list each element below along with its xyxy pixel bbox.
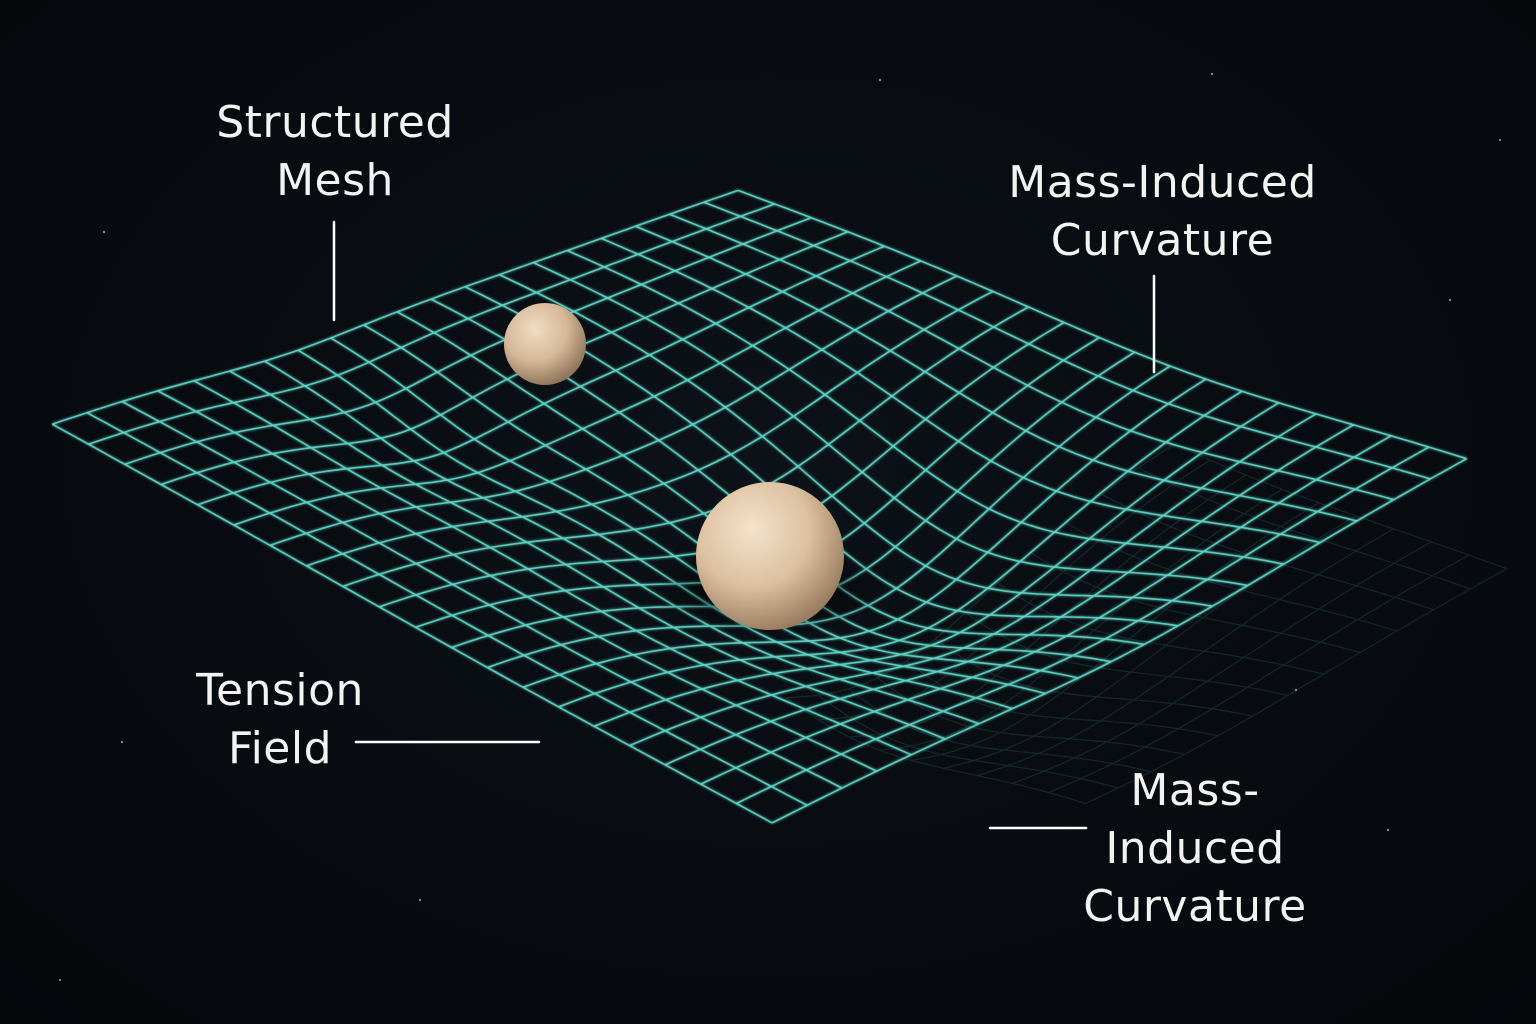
grid-line-v xyxy=(522,378,1207,689)
reflection-line xyxy=(997,582,1324,675)
mass-curvature-bottom-label-line2: Induced xyxy=(1105,823,1285,874)
reflection-line xyxy=(934,638,1253,717)
star xyxy=(1448,298,1452,302)
mass-curvature-top-label-line2: Curvature xyxy=(1050,215,1275,266)
grid-line-v xyxy=(160,231,849,486)
grid-line-v xyxy=(593,402,1280,728)
grid-line-v xyxy=(88,203,775,445)
reflection-line xyxy=(1085,568,1507,805)
reflection-line xyxy=(1048,554,1470,794)
leader-lines xyxy=(332,220,1156,830)
reflection-line xyxy=(977,528,1394,777)
reflection-line xyxy=(1174,443,1507,570)
grid-line-v xyxy=(52,189,739,425)
star xyxy=(58,978,62,982)
grid-line-v xyxy=(269,275,958,547)
reflection-line xyxy=(1101,493,1434,611)
tension-field-label-line2: Field xyxy=(227,723,333,774)
grid-line-v xyxy=(664,424,1354,766)
star xyxy=(1294,688,1298,692)
reflection-line xyxy=(1030,552,1361,654)
mass-curvature-bottom-label-line3: Curvature xyxy=(1083,881,1307,932)
grid-line-v xyxy=(197,245,885,506)
reflection-line xyxy=(911,502,1320,761)
tension-field-label: Tension Field xyxy=(160,662,400,778)
tension-field-label-line1: Tension xyxy=(196,665,364,716)
mass-curvature-top-label: Mass-Induced Curvature xyxy=(985,154,1340,270)
star xyxy=(102,230,106,234)
reflection-line xyxy=(879,488,1283,751)
reflection-line xyxy=(905,660,1219,737)
star xyxy=(878,78,882,82)
grid-line-u xyxy=(498,273,1213,607)
grid-line-v xyxy=(342,306,1029,588)
reflection-line xyxy=(965,612,1288,697)
reflection-line xyxy=(1011,541,1432,784)
mass-curvature-bottom-label: Mass- Induced Curvature xyxy=(1050,762,1340,936)
grid-line-v xyxy=(700,435,1392,785)
grid-line-u xyxy=(635,225,1358,522)
reflection-line xyxy=(1065,522,1398,632)
star xyxy=(120,740,124,744)
structured-mesh-label: Structured Mesh xyxy=(185,94,485,210)
grid-line-v xyxy=(629,413,1317,747)
grid-line-v xyxy=(124,217,812,466)
mass-curvature-top-label-line1: Mass-Induced xyxy=(1008,157,1317,208)
star-field xyxy=(58,72,1502,982)
grid-line-v xyxy=(771,457,1468,824)
reflection-line xyxy=(848,688,1152,773)
star xyxy=(1210,72,1214,76)
star xyxy=(1498,138,1502,142)
reflection-line xyxy=(785,697,1086,805)
reflection-line xyxy=(849,474,1247,738)
star xyxy=(418,898,422,902)
grid-line-v xyxy=(233,260,922,526)
mass-curvature-bottom-label-line1: Mass- xyxy=(1130,765,1260,816)
structured-mesh-label-line2: Mesh xyxy=(276,155,394,206)
small-sphere xyxy=(504,303,586,385)
grid-line-v xyxy=(736,446,1430,805)
reflection-line xyxy=(817,694,1119,789)
reflection-line xyxy=(1137,467,1471,590)
structured-mesh-label-line1: Structured xyxy=(216,97,454,148)
star xyxy=(1386,828,1390,832)
grid-line-v xyxy=(558,390,1243,708)
grid-line-v xyxy=(306,290,994,567)
large-sphere xyxy=(696,482,844,630)
reflection-line xyxy=(877,677,1185,755)
